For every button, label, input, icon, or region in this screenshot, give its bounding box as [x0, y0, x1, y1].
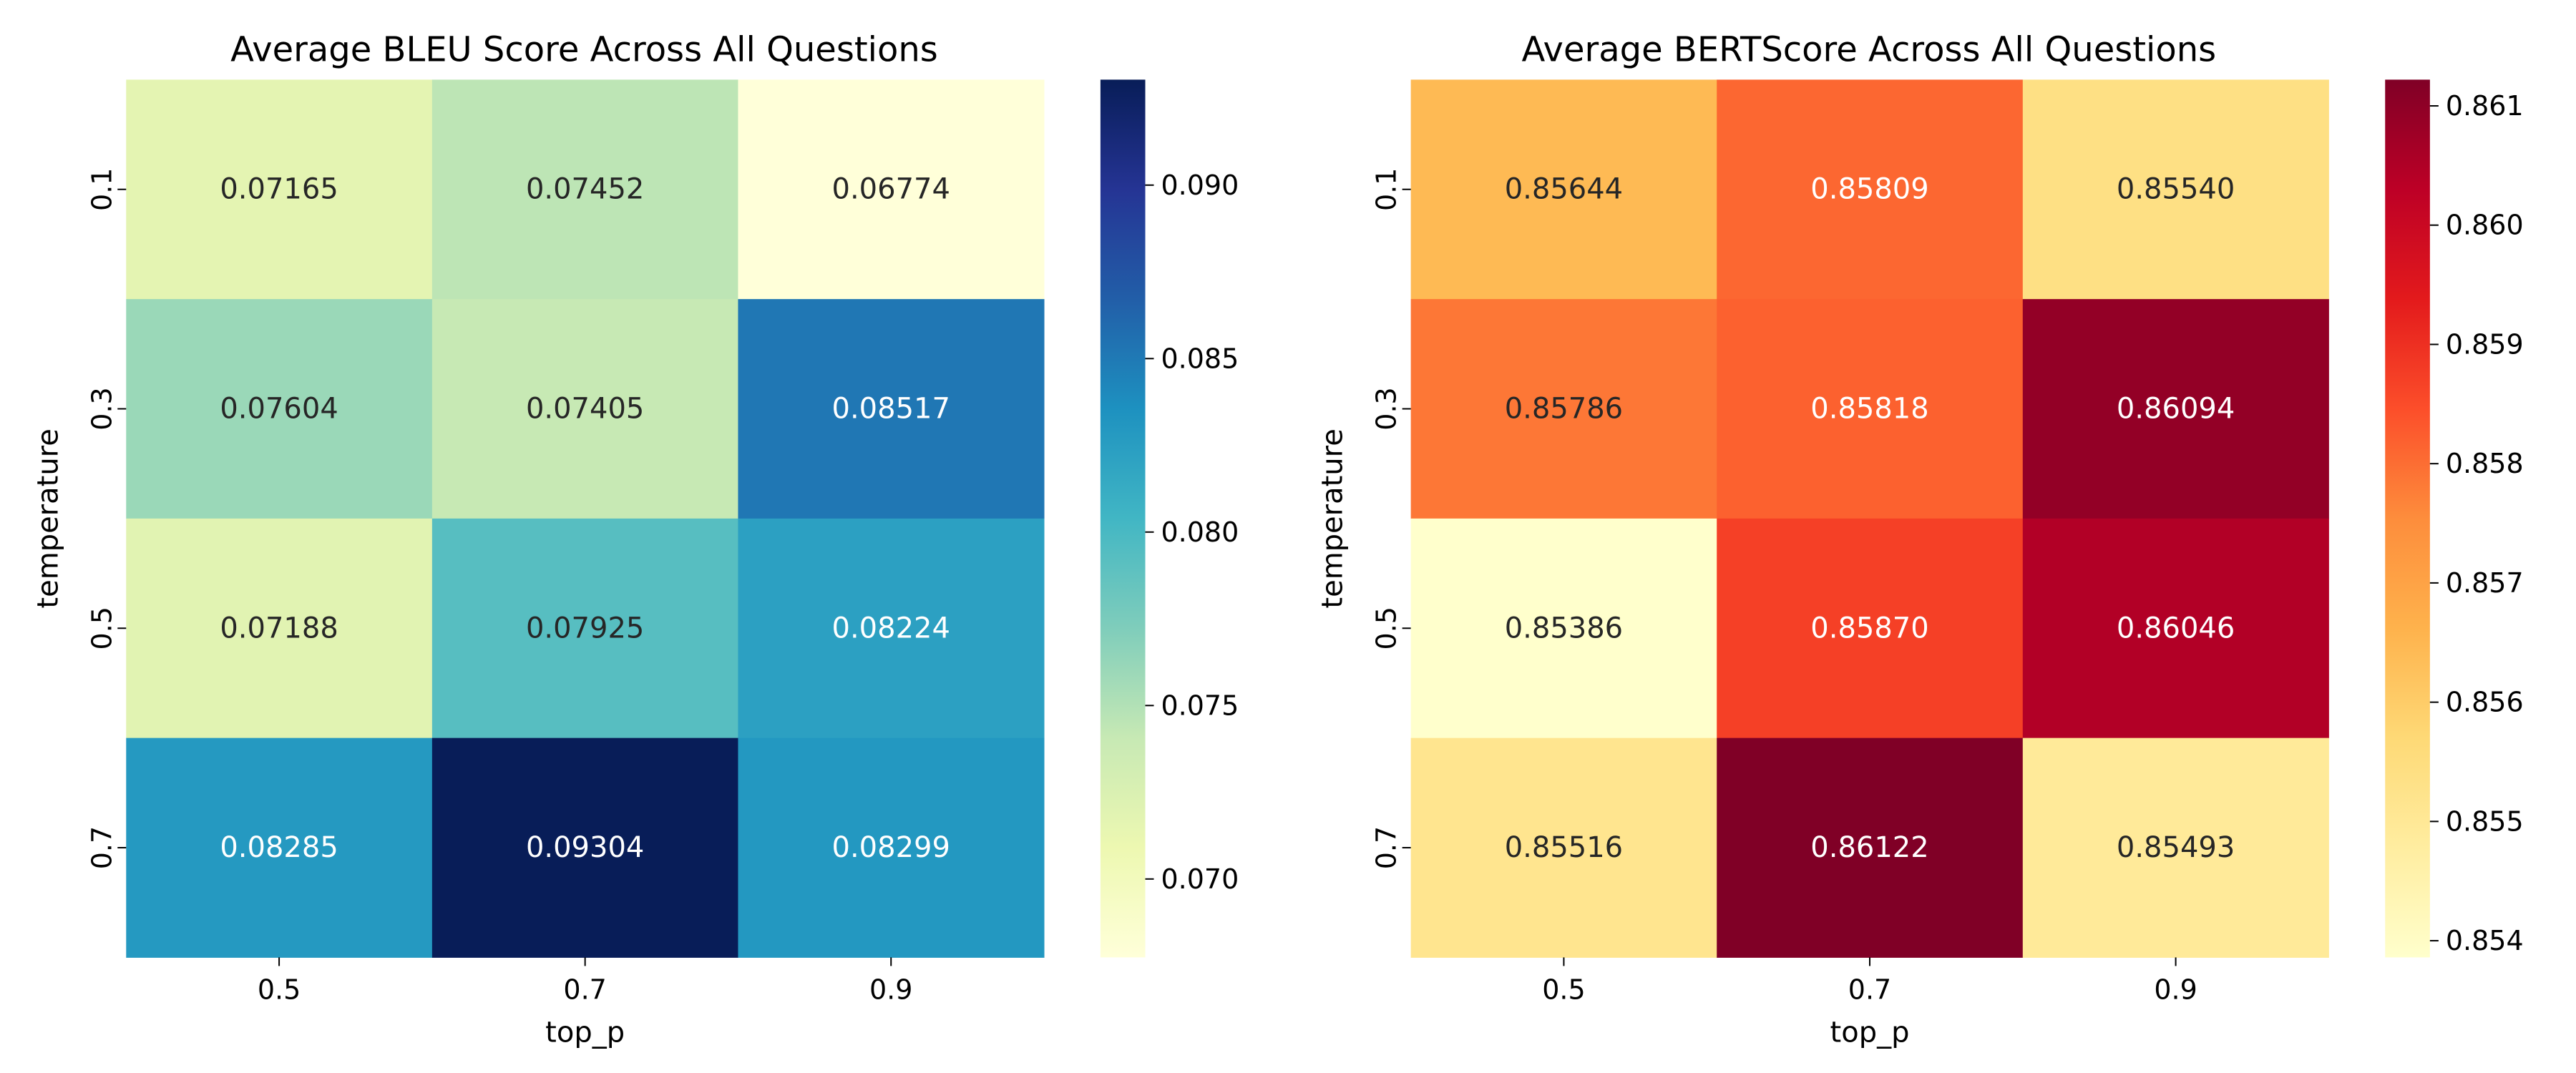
- cell-value-label-r0-c2: 0.85540: [2117, 173, 2235, 206]
- cell-value-label-r2-c1: 0.07925: [526, 612, 644, 645]
- x-tick-label: 0.9: [2154, 974, 2197, 1005]
- chart-title: Average BLEU Score Across All Questions: [230, 30, 938, 70]
- colorbar-tick-label: 0.854: [2446, 925, 2524, 956]
- cell-value-label-r2-c2: 0.08224: [832, 612, 950, 645]
- heatmap-cell-r3-c2: [738, 738, 1045, 958]
- y-tick-label: 0.7: [86, 826, 117, 869]
- colorbar-tick-label: 0.859: [2446, 328, 2524, 360]
- y-tick-label: 0.7: [1371, 826, 1402, 869]
- heatmap-cell-r3-c0: [1410, 738, 1717, 958]
- colorbar-tick-label: 0.085: [1161, 343, 1239, 374]
- heatmap-cell-r3-c1: [1717, 738, 2024, 958]
- cell-value-label-r2-c2: 0.86046: [2117, 612, 2235, 645]
- heatmap-cell-r0-c1: [1717, 79, 2024, 300]
- heatmap-cell-r0-c2: [2022, 79, 2329, 300]
- heatmap-cell-r3-c1: [431, 738, 738, 958]
- cell-value-label-r3-c1: 0.09304: [526, 831, 644, 864]
- cell-value-label-r3-c0: 0.08285: [220, 831, 338, 864]
- cell-value-label-r2-c0: 0.07188: [220, 612, 338, 645]
- cell-value-label-r1-c1: 0.07405: [526, 392, 644, 425]
- colorbar-tick-label: 0.080: [1161, 516, 1239, 548]
- heatmap-cell-r1-c0: [126, 299, 433, 519]
- x-tick-label: 0.7: [563, 974, 606, 1005]
- cell-value-label-r1-c1: 0.85818: [1810, 392, 1928, 425]
- heatmap-cell-r1-c1: [431, 299, 738, 519]
- heatmap-cell-r1-c1: [1717, 299, 2024, 519]
- y-tick-label: 0.1: [1371, 168, 1402, 211]
- colorbar-tick-label: 0.861: [2446, 90, 2524, 122]
- heatmap-cell-r2-c2: [738, 518, 1045, 739]
- cell-value-label-r1-c0: 0.07604: [220, 392, 338, 425]
- x-axis-label: top_p: [1830, 1016, 1910, 1049]
- heatmap-cell-r2-c1: [431, 518, 738, 739]
- cell-value-label-r2-c1: 0.85870: [1810, 612, 1928, 645]
- cell-value-label-r3-c0: 0.85516: [1505, 831, 1623, 864]
- chart-title: Average BERTScore Across All Questions: [1522, 30, 2217, 70]
- heatmap-cell-r0-c1: [431, 79, 738, 300]
- colorbar-tick-label: 0.857: [2446, 567, 2524, 599]
- y-tick-label: 0.5: [1371, 607, 1402, 650]
- cell-value-label-r3-c1: 0.86122: [1810, 831, 1928, 864]
- cell-value-label-r3-c2: 0.08299: [832, 831, 950, 864]
- cell-value-label-r0-c0: 0.07165: [220, 173, 338, 206]
- heatmap-cell-r0-c2: [738, 79, 1045, 300]
- colorbar-tick-label: 0.090: [1161, 170, 1239, 201]
- cell-value-label-r0-c0: 0.85644: [1505, 173, 1623, 206]
- heatmap-cell-r0-c0: [1410, 79, 1717, 300]
- x-tick-label: 0.9: [869, 974, 912, 1005]
- heatmap-cell-r2-c0: [126, 518, 433, 739]
- y-tick-label: 0.1: [86, 168, 117, 211]
- cell-value-label-r1-c2: 0.08517: [832, 392, 950, 425]
- heatmap-cell-r2-c2: [2022, 518, 2329, 739]
- cell-value-label-r1-c0: 0.85786: [1505, 392, 1623, 425]
- y-tick-label: 0.3: [1371, 387, 1402, 430]
- cell-value-label-r0-c1: 0.85809: [1810, 173, 1928, 206]
- x-axis-label: top_p: [545, 1016, 625, 1049]
- cell-value-label-r0-c1: 0.07452: [526, 173, 644, 206]
- heatmap-cell-r1-c2: [2022, 299, 2329, 519]
- cell-value-label-r1-c2: 0.86094: [2117, 392, 2235, 425]
- x-tick-label: 0.5: [258, 974, 301, 1005]
- heatmap-cell-r2-c1: [1717, 518, 2024, 739]
- x-tick-label: 0.7: [1848, 974, 1891, 1005]
- colorbar-tick-label: 0.860: [2446, 210, 2524, 241]
- heatmap-cell-r0-c0: [126, 79, 433, 300]
- x-tick-label: 0.5: [1542, 974, 1585, 1005]
- heatmap-cell-r3-c2: [2022, 738, 2329, 958]
- heatmap-cell-r3-c0: [126, 738, 433, 958]
- colorbar-tick-label: 0.075: [1161, 690, 1239, 721]
- y-axis-label: temperature: [31, 428, 64, 608]
- colorbar-tick-label: 0.858: [2446, 448, 2524, 479]
- cell-value-label-r2-c0: 0.85386: [1505, 612, 1623, 645]
- cell-value-label-r0-c2: 0.06774: [832, 173, 950, 206]
- heatmap-2: 0.85644 0.85809 0.85540 0.85786 0.85818 0.860…: [1317, 30, 2524, 1049]
- y-tick-label: 0.3: [86, 387, 117, 430]
- heatmap-cell-r1-c0: [1410, 299, 1717, 519]
- heatmap-cell-r2-c0: [1410, 518, 1717, 739]
- colorbar-tick-label: 0.070: [1161, 863, 1239, 895]
- y-axis-label: temperature: [1317, 428, 1350, 608]
- colorbar-tick-label: 0.856: [2446, 687, 2524, 718]
- colorbar: [1100, 79, 1146, 958]
- heatmap-1: 0.07165 0.07452 0.06774 0.07604 0.07405 0.085…: [31, 30, 1239, 1049]
- cell-value-label-r3-c2: 0.85493: [2117, 831, 2235, 864]
- heatmap-cell-r1-c2: [738, 299, 1045, 519]
- y-tick-label: 0.5: [86, 607, 117, 650]
- colorbar-tick-label: 0.855: [2446, 805, 2524, 837]
- colorbar: [2385, 79, 2430, 958]
